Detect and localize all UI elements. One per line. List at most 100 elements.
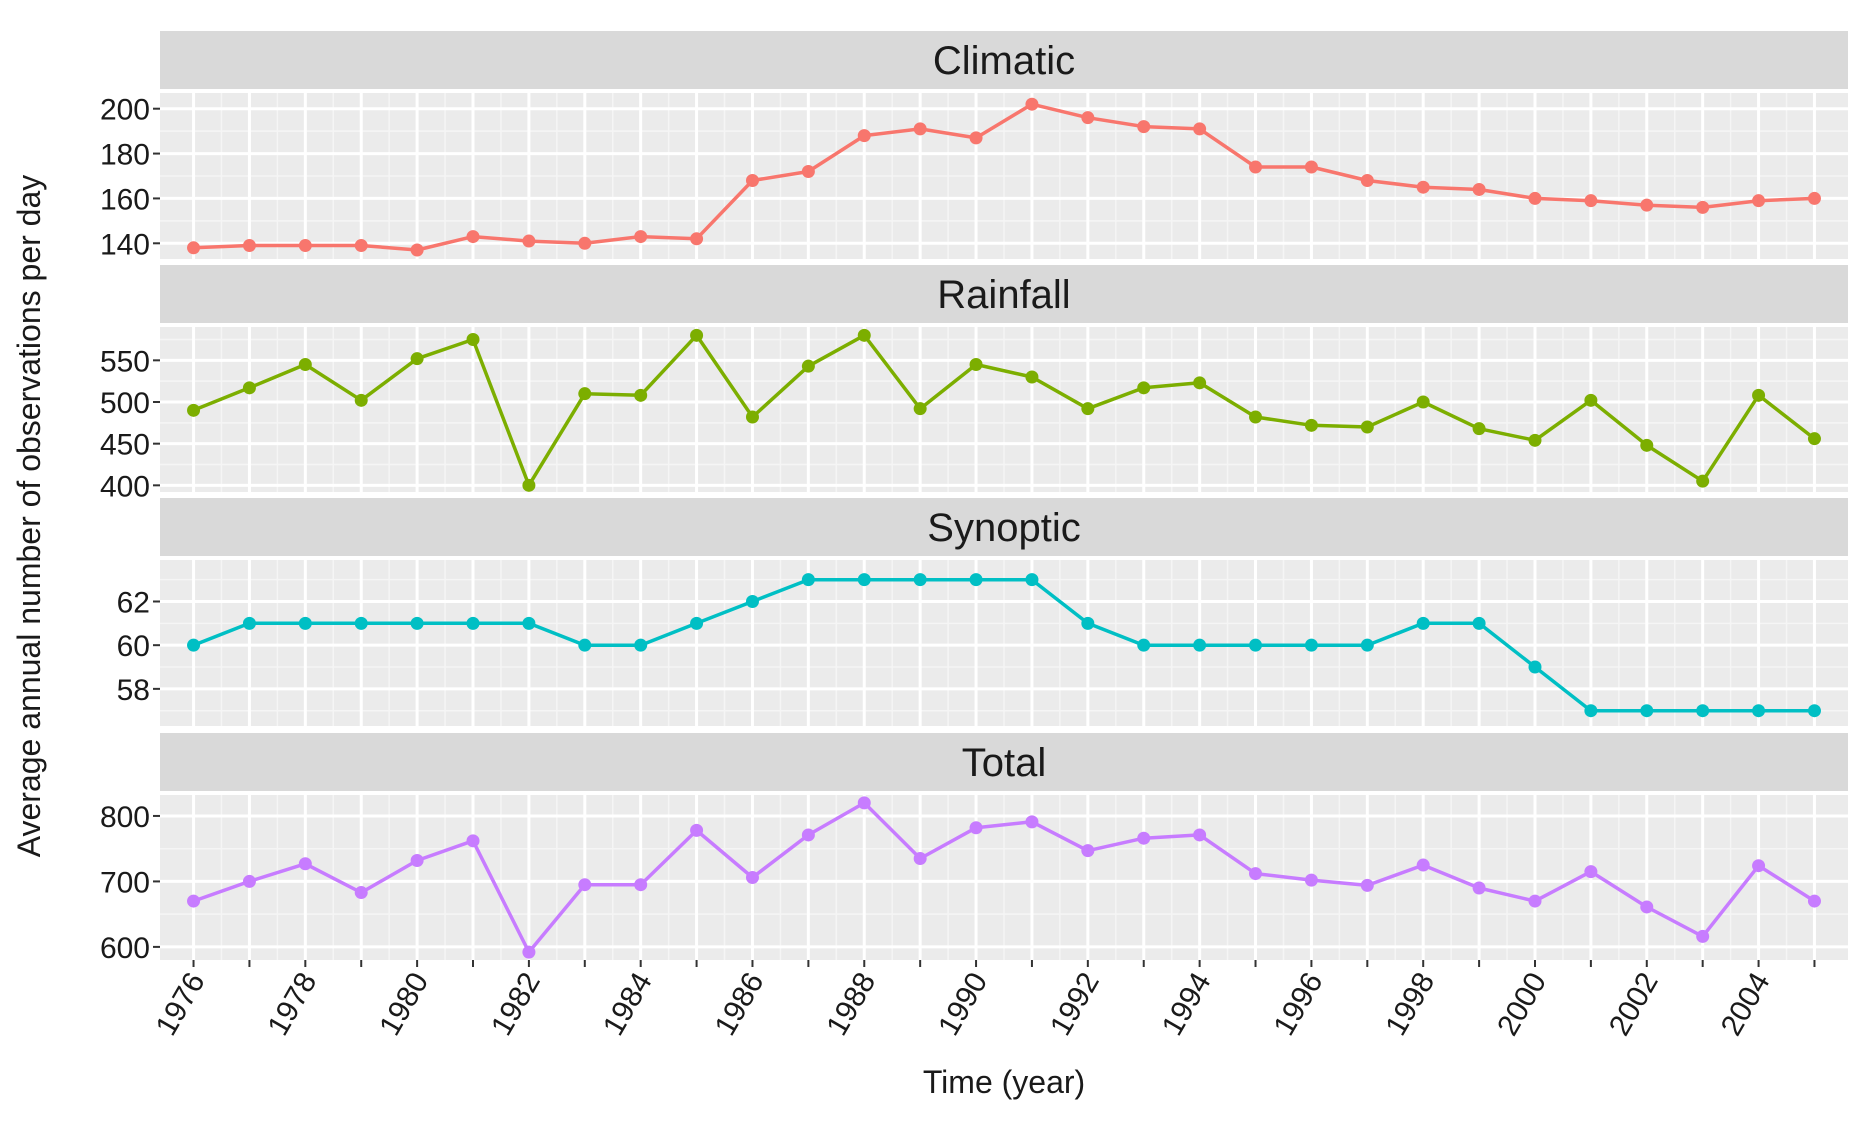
facet-strip	[160, 265, 1848, 323]
x-tick-label: 1988	[820, 967, 882, 1041]
data-point	[1472, 881, 1486, 895]
x-tick-label: 1990	[932, 967, 994, 1041]
data-point	[1584, 865, 1598, 879]
data-point	[1696, 474, 1710, 488]
data-point	[1752, 859, 1766, 873]
data-point	[1584, 393, 1598, 407]
x-tick-label: 1992	[1044, 967, 1106, 1041]
data-point	[298, 857, 312, 871]
data-point	[857, 129, 871, 143]
data-point	[466, 230, 480, 244]
facet-strip	[160, 733, 1848, 791]
data-point	[1752, 388, 1766, 402]
x-tick-label: 1984	[597, 967, 659, 1041]
data-point	[1249, 638, 1263, 652]
x-tick-label: 2000	[1491, 967, 1553, 1041]
data-point	[1025, 815, 1039, 829]
y-tick-label: 450	[100, 429, 150, 462]
data-point	[969, 131, 983, 145]
x-tick-label: 1978	[261, 967, 323, 1041]
data-point	[801, 573, 815, 587]
data-point	[745, 173, 759, 187]
data-point	[1025, 97, 1039, 111]
data-point	[913, 402, 927, 416]
data-point	[1025, 370, 1039, 384]
data-point	[1640, 198, 1654, 212]
data-point	[354, 393, 368, 407]
data-point	[1528, 660, 1542, 674]
data-point	[969, 573, 983, 587]
facet-strip	[160, 498, 1848, 556]
y-tick-label: 700	[100, 866, 150, 899]
data-point	[634, 638, 648, 652]
data-point	[1696, 929, 1710, 943]
x-tick-label: 1994	[1156, 967, 1218, 1041]
data-point	[522, 616, 536, 630]
data-point	[1137, 638, 1151, 652]
data-point	[969, 358, 983, 371]
series-line-total	[192, 801, 1816, 954]
data-point	[1249, 867, 1263, 881]
y-tick-label: 140	[100, 228, 150, 261]
x-axis-title: Time (year)	[923, 1064, 1085, 1100]
series-line-rainfall	[192, 333, 1816, 488]
data-point	[1807, 894, 1821, 908]
data-point	[1807, 191, 1821, 205]
y-tick-label: 160	[100, 183, 150, 216]
data-point	[522, 478, 536, 492]
data-point	[1081, 844, 1095, 858]
y-tick-label: 58	[117, 674, 150, 707]
y-tick-label: 400	[100, 470, 150, 503]
x-tick-label: 2002	[1603, 967, 1665, 1041]
data-point	[1304, 638, 1318, 652]
data-point	[578, 638, 592, 652]
series-line-synoptic	[192, 577, 1815, 713]
data-point	[1640, 704, 1654, 718]
y-tick-label: 500	[100, 387, 150, 420]
data-point	[466, 333, 480, 346]
data-point	[1081, 111, 1095, 125]
data-point	[1360, 878, 1374, 892]
data-point	[1360, 638, 1374, 652]
data-point	[745, 595, 759, 608]
data-point	[187, 638, 201, 652]
y-tick-label: 600	[100, 932, 150, 965]
y-tick-label: 800	[100, 801, 150, 834]
data-point	[1472, 616, 1486, 630]
x-tick-label: 1998	[1379, 967, 1441, 1041]
data-point	[1416, 616, 1430, 630]
panel-rainfall: Rainfall 400 450 500 550	[100, 265, 1848, 503]
facet-strip-label: Total	[962, 741, 1047, 785]
data-point	[242, 239, 256, 253]
data-point	[1081, 402, 1095, 416]
x-axis: 1976 1978 1980 1982 1984 1986 1988 1990 1992 1994…	[150, 960, 1816, 1041]
data-point	[187, 403, 201, 417]
data-point	[1249, 160, 1263, 174]
y-tick-label: 200	[100, 94, 150, 127]
data-point	[1640, 900, 1654, 914]
data-point	[522, 945, 536, 959]
data-point	[1416, 395, 1430, 409]
data-point	[242, 874, 256, 888]
data-point	[1193, 376, 1207, 390]
data-point	[466, 616, 480, 630]
facet-strip-label: Rainfall	[937, 273, 1070, 317]
data-point	[298, 358, 312, 371]
data-point	[1360, 420, 1374, 434]
data-point	[1137, 831, 1151, 845]
data-point	[1416, 180, 1430, 194]
facet-strip	[160, 31, 1848, 89]
data-point	[1528, 433, 1542, 447]
data-point	[634, 388, 648, 402]
data-point	[801, 359, 815, 373]
data-point	[1304, 873, 1318, 887]
data-point	[354, 886, 368, 900]
data-point	[466, 834, 480, 848]
data-point	[242, 616, 256, 630]
y-tick-label: 180	[100, 139, 150, 172]
x-tick-label: 1982	[485, 967, 547, 1041]
data-point	[913, 573, 927, 587]
data-point	[410, 616, 424, 630]
data-point	[1193, 638, 1207, 652]
data-point	[522, 234, 536, 248]
